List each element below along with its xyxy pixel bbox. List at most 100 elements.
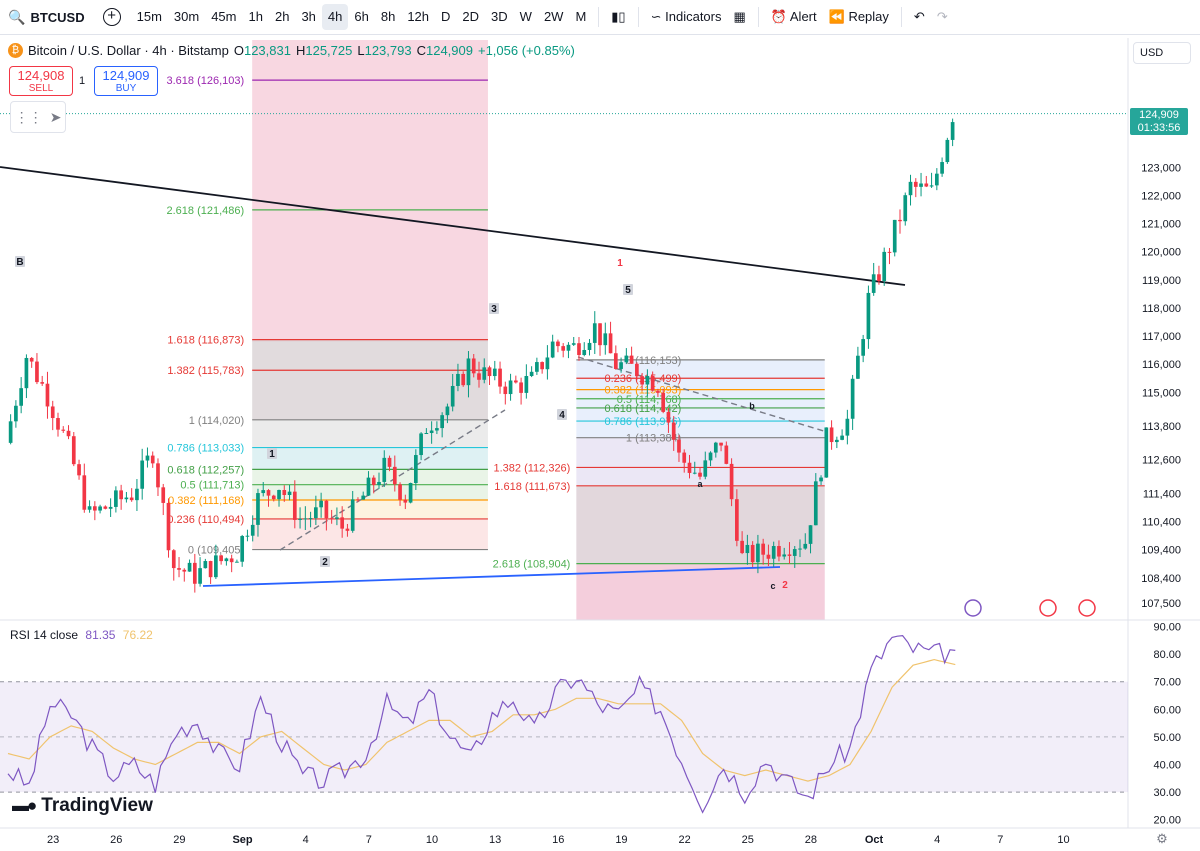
interval-M[interactable]: M — [575, 9, 587, 24]
candle-body — [882, 251, 887, 281]
buy-button[interactable]: 124,909 BUY — [94, 66, 158, 96]
redo-icon: ↷ — [936, 9, 948, 24]
candle-body — [298, 518, 302, 520]
rsi-pane — [0, 634, 1128, 814]
interval-2h[interactable]: 2h — [274, 9, 290, 24]
candle-body — [703, 460, 708, 477]
interval-list: 15m 30m 45m 1h 2h 3h 4h 6h 8h 12h D 2D 3D W 2W M — [131, 4, 593, 30]
candle-body — [119, 490, 123, 500]
wave-label: a — [697, 479, 703, 489]
sell-label: SELL — [28, 83, 54, 94]
time-axis[interactable]: 23 26 29 Sep 4 7 10 13 16 19 22 25 28 Oct 4 7 10 ⚙ — [0, 827, 1200, 846]
candle-body — [240, 536, 245, 562]
candle-body — [40, 382, 45, 384]
price-axis[interactable]: 123,000 122,000 121,000 120,000 119,000 118,0… — [1141, 162, 1181, 610]
interval-12h[interactable]: 12h — [407, 9, 430, 24]
candle-body — [508, 380, 513, 395]
candle-body — [487, 367, 492, 377]
fib-levels: 3.618 (126,103) 2.618 (121,486) 1.618 (116… — [167, 75, 825, 571]
interval-D[interactable]: D — [441, 9, 451, 24]
candle-body — [724, 445, 729, 464]
candle-body — [708, 452, 713, 461]
candle-body — [398, 484, 402, 500]
interval-3D[interactable]: 3D — [491, 9, 508, 24]
wave-label: 2 — [322, 557, 328, 568]
cursor-arrow-icon[interactable]: ➤ — [49, 108, 62, 125]
candle-body — [161, 487, 166, 503]
interval-2W[interactable]: 2W — [543, 9, 564, 24]
candle-body — [766, 554, 771, 559]
interval-8h[interactable]: 8h — [380, 9, 396, 24]
chart-type-button[interactable]: ▮▯ — [605, 4, 631, 30]
interval-45m[interactable]: 45m — [211, 9, 237, 24]
currency-select[interactable]: USD — [1133, 42, 1191, 64]
interval-6h[interactable]: 6h — [354, 9, 369, 24]
interval-15m[interactable]: 15m — [136, 9, 162, 24]
candle-body — [192, 562, 197, 584]
open-value: 123,831 — [243, 43, 291, 58]
candle-body — [329, 518, 334, 520]
candle-body — [850, 378, 855, 419]
blue-trendline[interactable] — [202, 566, 781, 587]
candle-body — [135, 488, 139, 501]
candle-body — [635, 363, 639, 377]
replay-button[interactable]: ⏪ Replay — [823, 4, 895, 30]
candle-body — [682, 452, 687, 463]
candle-body — [366, 477, 371, 496]
candle-body — [303, 518, 308, 520]
candle-body — [556, 341, 560, 347]
undo-button[interactable]: ↶ — [908, 4, 931, 30]
interval-1h[interactable]: 1h — [248, 9, 263, 24]
interval-4h[interactable]: 4h — [321, 4, 349, 30]
rsi-band — [0, 681, 1128, 793]
candle-body — [587, 342, 592, 350]
indicators-button[interactable]: ∽ Indicators — [645, 4, 728, 30]
candle-body — [629, 355, 634, 364]
rsi-tick: 60.00 — [1153, 704, 1181, 716]
dashed-projection — [577, 356, 828, 433]
rsi-tick: 40.00 — [1153, 760, 1181, 772]
candle-body — [950, 122, 955, 140]
candle-body — [561, 346, 566, 351]
layouts-button[interactable]: ▦ — [728, 4, 752, 30]
interval-2D[interactable]: 2D — [462, 9, 480, 24]
candle-body — [745, 544, 750, 554]
candle-body — [77, 464, 81, 476]
rsi-axis: 90.00 80.00 70.00 60.00 50.00 40.00 30.00 20.00 — [1153, 622, 1181, 827]
candle-body — [861, 339, 865, 356]
redo-button[interactable]: ↷ — [931, 4, 954, 30]
candle-body — [156, 463, 160, 488]
symbol-search-button[interactable]: 🔍 BTCUSD — [0, 0, 93, 35]
time-tick: 13 — [489, 834, 501, 846]
candle-body — [8, 421, 13, 443]
add-symbol-button[interactable]: + — [102, 8, 121, 26]
candle-body — [71, 436, 76, 465]
wave-label: 5 — [625, 285, 631, 296]
interval-W[interactable]: W — [519, 9, 532, 24]
candle-body — [261, 490, 266, 494]
price-tick: 123,000 — [1141, 162, 1181, 174]
interval-3h[interactable]: 3h — [301, 9, 316, 24]
candle-body — [929, 185, 934, 187]
interval-30m[interactable]: 30m — [173, 9, 200, 24]
trend-lines[interactable] — [0, 166, 906, 587]
price-tick: 119,000 — [1142, 275, 1181, 287]
alert-button[interactable]: ⏰ Alert — [765, 4, 823, 30]
candle-body — [19, 388, 23, 406]
candle-body — [292, 491, 297, 520]
tradingview-logo[interactable]: ▬● TradingView — [12, 795, 153, 817]
candle-body — [98, 506, 102, 511]
sell-button[interactable]: 124,908 SELL — [9, 66, 73, 96]
candle-body — [592, 323, 597, 343]
black-trendline[interactable] — [0, 166, 906, 286]
candle-body — [871, 274, 876, 293]
candle-body — [813, 481, 818, 526]
candle-body — [582, 349, 587, 356]
rsi-legend[interactable]: RSI 14 close 81.35 76.22 — [10, 628, 153, 642]
candles-icon: ▮▯ — [611, 9, 626, 24]
drag-handle-icon[interactable]: ⋮⋮ — [14, 108, 43, 125]
price-tick: 122,000 — [1141, 190, 1181, 202]
candle-body — [287, 491, 292, 496]
divider — [598, 7, 600, 27]
